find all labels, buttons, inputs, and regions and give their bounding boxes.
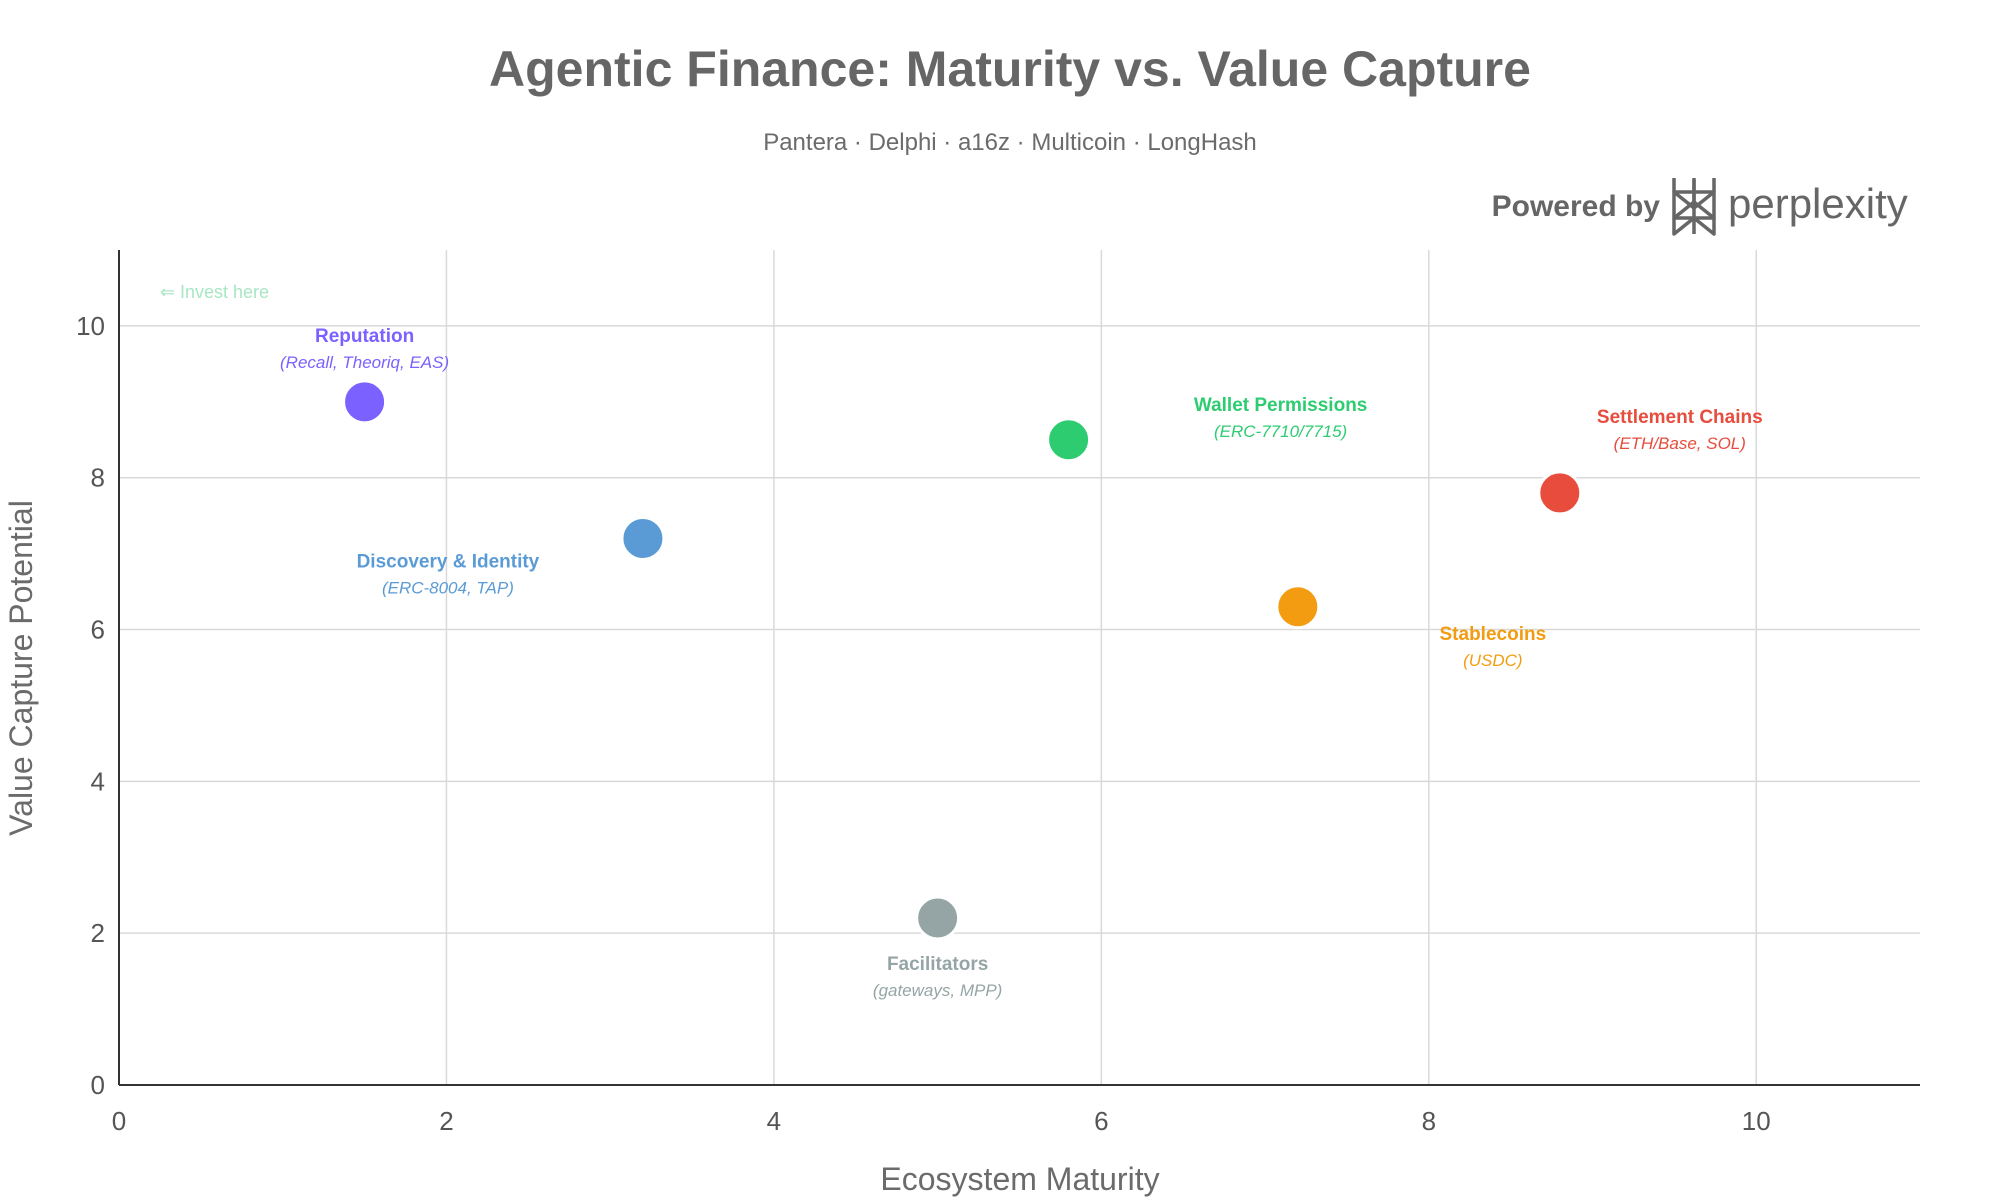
x-tick-label: 2 (439, 1106, 453, 1136)
perplexity-logo-icon (1672, 178, 1716, 236)
data-point[interactable] (342, 379, 388, 425)
powered-by-label: Powered by (1492, 190, 1661, 223)
branding: Powered by perplexity (1492, 178, 1908, 236)
data-point[interactable] (620, 515, 666, 561)
x-tick-label: 0 (112, 1106, 126, 1136)
y-tick-label: 0 (91, 1070, 105, 1100)
point-detail-label: (USDC) (1463, 651, 1523, 670)
y-tick-label: 6 (91, 615, 105, 645)
point-detail-label: (ERC-8004, TAP) (382, 578, 514, 597)
point-label: Facilitators (887, 954, 988, 975)
point-label: Discovery & Identity (357, 551, 540, 572)
y-tick-label: 8 (91, 463, 105, 493)
y-tick-label: 2 (91, 918, 105, 948)
x-tick-label: 4 (767, 1106, 781, 1136)
annotations: ⇐ Invest here (160, 282, 269, 302)
data-point[interactable] (915, 895, 961, 941)
data-point[interactable] (1275, 584, 1321, 630)
data-point[interactable] (1537, 470, 1583, 516)
y-tick-label: 4 (91, 766, 105, 796)
y-tick-label: 10 (76, 311, 105, 341)
point-detail-label: (ERC-7710/7715) (1214, 422, 1347, 441)
point-detail-label: (Recall, Theoriq, EAS) (280, 353, 449, 372)
point-detail-label: (gateways, MPP) (873, 981, 1002, 1000)
point-label: Stablecoins (1440, 624, 1547, 645)
point-detail-label: (ETH/Base, SOL) (1614, 434, 1746, 453)
brand-name: perplexity (1728, 180, 1908, 227)
x-tick-label: 10 (1742, 1106, 1771, 1136)
chart-subtitle: Pantera · Delphi · a16z · Multicoin · Lo… (763, 129, 1257, 156)
x-tick-label: 8 (1422, 1106, 1436, 1136)
tick-labels: 0 2 4 6 8 10 0 2 4 6 8 10 (76, 311, 1771, 1136)
data-points (342, 379, 1583, 941)
axes (118, 250, 1920, 1086)
grid-lines (119, 250, 1920, 1085)
x-axis-title: Ecosystem Maturity (880, 1161, 1159, 1197)
point-label: Wallet Permissions (1194, 395, 1368, 416)
point-label: Settlement Chains (1597, 407, 1763, 428)
chart-title: Agentic Finance: Maturity vs. Value Capt… (489, 41, 1531, 97)
x-tick-label: 6 (1094, 1106, 1108, 1136)
point-label: Reputation (315, 326, 414, 347)
y-axis-title: Value Capture Potential (3, 500, 39, 836)
data-point[interactable] (1046, 417, 1092, 463)
annotation-text: ⇐ Invest here (160, 282, 269, 302)
point-labels: Reputation (Recall, Theoriq, EAS) Discover… (280, 326, 1763, 1000)
